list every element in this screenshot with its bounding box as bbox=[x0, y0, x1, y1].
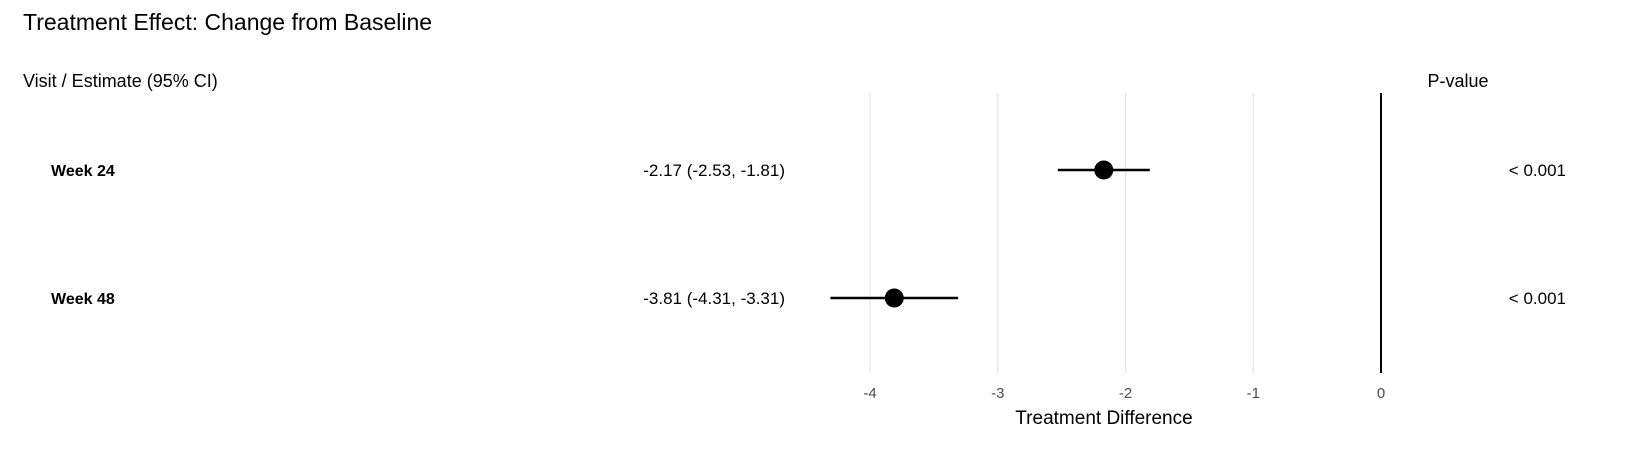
p-value-text: < 0.001 bbox=[1509, 161, 1566, 180]
forest-row: Week 48 -3.81 (-4.31, -3.31) < 0.001 bbox=[51, 288, 1566, 308]
chart-title: Treatment Effect: Change from Baseline bbox=[23, 9, 432, 35]
x-tick-label: -3 bbox=[991, 385, 1004, 402]
row-label: Week 24 bbox=[51, 163, 115, 180]
left-header: Visit / Estimate (95% CI) bbox=[23, 71, 218, 91]
x-axis-title: Treatment Difference bbox=[1015, 408, 1192, 429]
x-tick-label: -2 bbox=[1119, 385, 1132, 402]
row-label: Week 48 bbox=[51, 291, 115, 308]
point-estimate bbox=[884, 288, 904, 308]
x-tick-label: -4 bbox=[863, 385, 876, 402]
x-tick-label: 0 bbox=[1377, 385, 1385, 402]
right-header: P-value bbox=[1427, 71, 1488, 91]
x-tick-label: -1 bbox=[1247, 385, 1260, 402]
estimate-ci-text: -3.81 (-4.31, -3.31) bbox=[643, 289, 785, 308]
estimate-ci-text: -2.17 (-2.53, -1.81) bbox=[643, 161, 785, 180]
p-value-text: < 0.001 bbox=[1509, 289, 1566, 308]
forest-row: Week 24 -2.17 (-2.53, -1.81) < 0.001 bbox=[51, 160, 1566, 180]
point-estimate bbox=[1094, 160, 1114, 180]
